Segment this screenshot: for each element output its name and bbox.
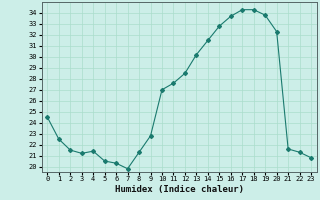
X-axis label: Humidex (Indice chaleur): Humidex (Indice chaleur) [115, 185, 244, 194]
